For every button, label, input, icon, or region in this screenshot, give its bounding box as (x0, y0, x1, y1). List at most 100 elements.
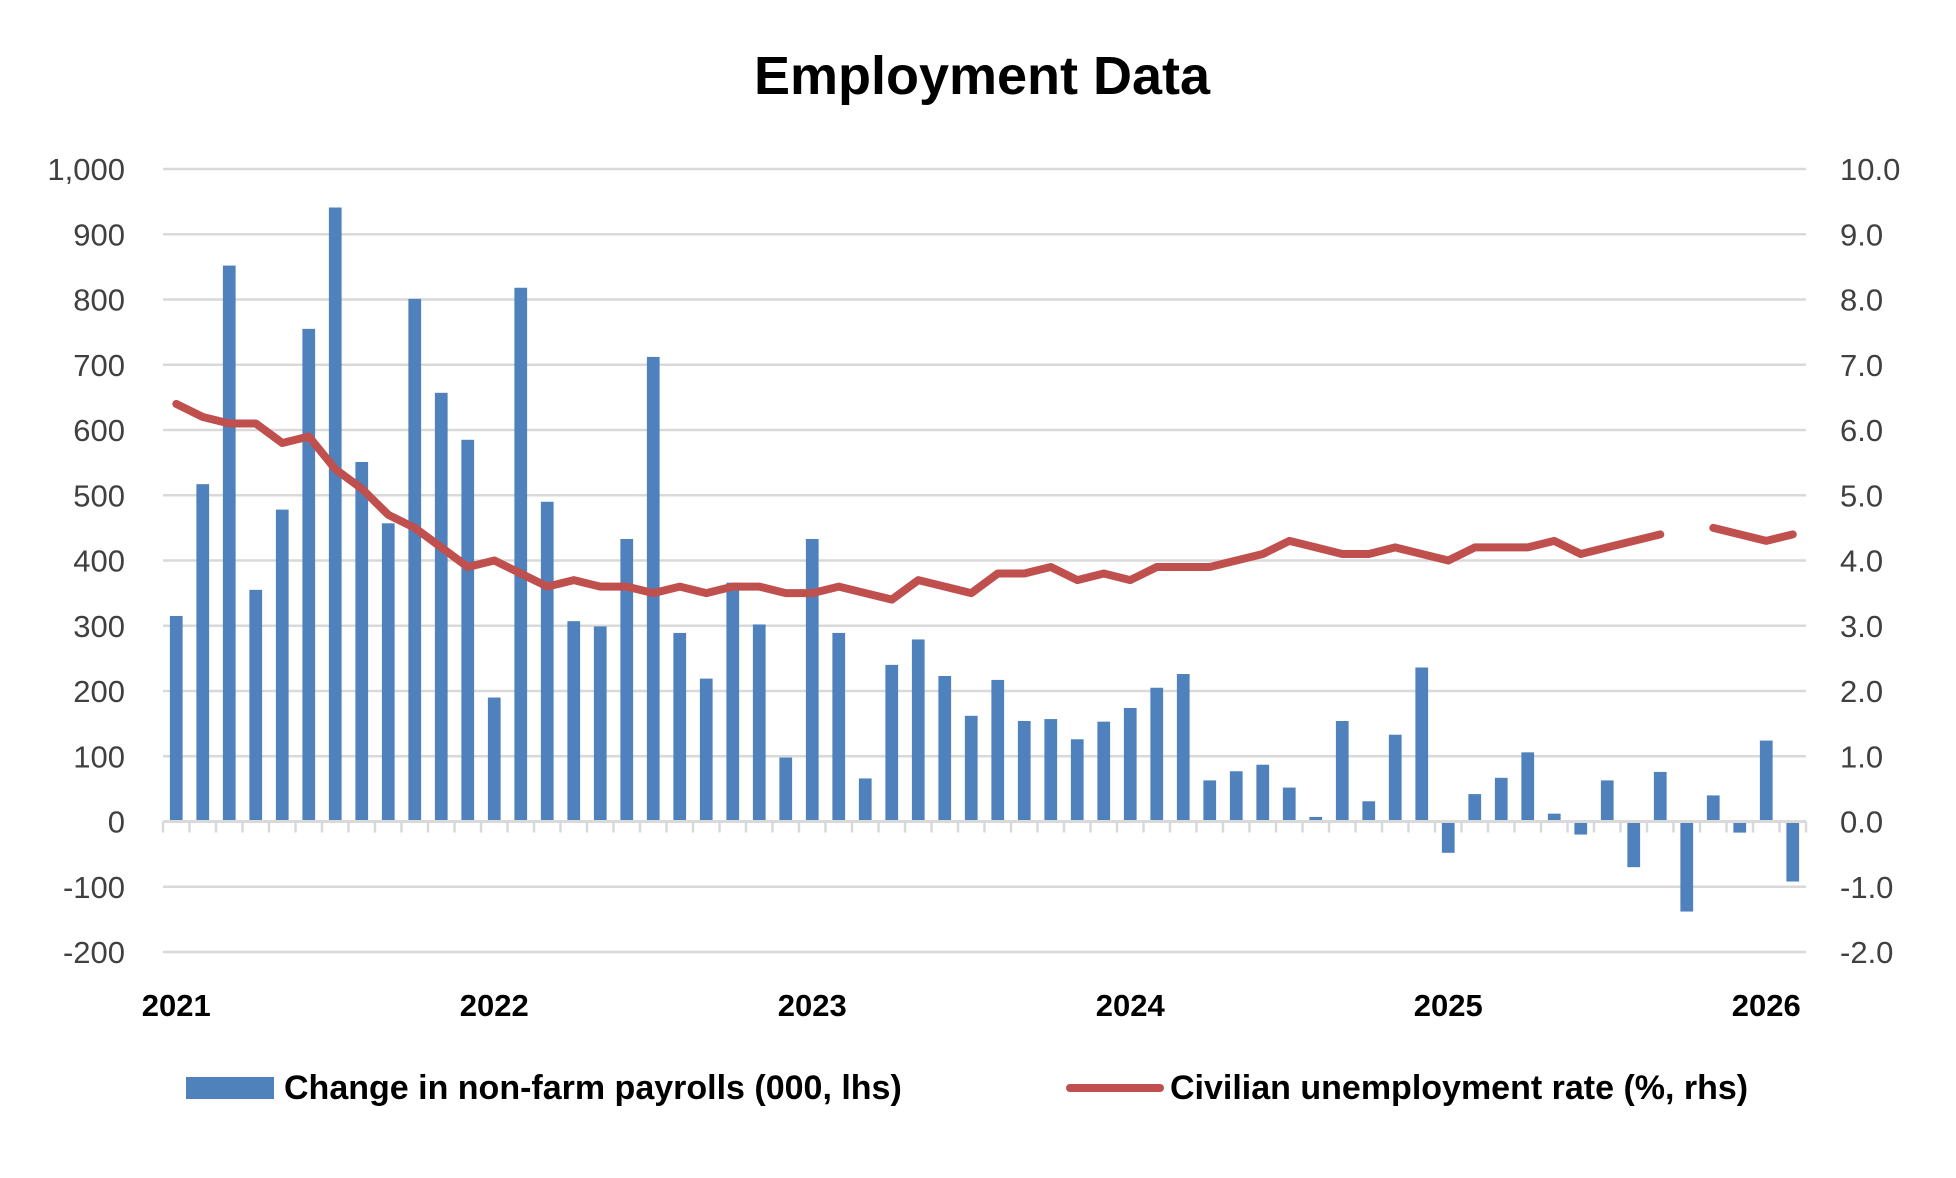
payroll-bar (1017, 721, 1031, 822)
payroll-bar (779, 757, 793, 822)
payroll-bar (1468, 794, 1482, 822)
payroll-bar (1123, 707, 1137, 822)
payroll-bar (1547, 813, 1561, 822)
left-tick-label: 800 (73, 283, 125, 318)
payroll-bar (1733, 821, 1747, 833)
x-axis (161, 820, 1808, 833)
payroll-bar (805, 538, 819, 822)
unemployment-line-segment (172, 399, 1665, 604)
payroll-bar (752, 624, 766, 822)
right-tick-label: 6.0 (1840, 413, 1883, 448)
payroll-bar (487, 697, 501, 822)
chart-title: Employment Data (754, 46, 1211, 106)
left-tick-label: 100 (73, 739, 125, 774)
right-tick-label: 2.0 (1840, 674, 1883, 709)
payroll-bar (1680, 821, 1694, 912)
payroll-bar (1256, 764, 1270, 822)
left-tick-label: 1,000 (47, 152, 125, 187)
payroll-bar (1070, 739, 1084, 822)
payroll-bar (540, 501, 554, 822)
payroll-bar (991, 679, 1005, 822)
payroll-bar (222, 265, 236, 822)
payroll-bar (1627, 821, 1641, 868)
payroll-bar (249, 589, 263, 822)
right-tick-label: 9.0 (1840, 217, 1883, 252)
x-year-label: 2026 (1732, 988, 1801, 1023)
right-tick-label: -2.0 (1840, 935, 1893, 970)
legend-label-payrolls: Change in non-farm payrolls (000, lhs) (284, 1069, 902, 1107)
right-axis-tick-labels: -2.0 -1.0 0.0 1.0 2.0 3.0 4.0 5.0 6.0 7.0 8.0 9.0 10… (1840, 152, 1900, 970)
payroll-bar (1441, 821, 1455, 853)
legend-label-unemployment: Civilian unemployment rate (%, rhs) (1170, 1069, 1748, 1107)
payroll-bar (858, 778, 872, 822)
x-axis-year-labels: 2021 2022 2023 2024 2025 2026 (142, 988, 1801, 1023)
payroll-bar (275, 509, 289, 822)
payroll-bar (461, 439, 475, 822)
payroll-bar (938, 675, 952, 822)
x-year-label: 2025 (1414, 988, 1483, 1023)
right-tick-label: 8.0 (1840, 283, 1883, 318)
left-tick-label: 300 (73, 609, 125, 644)
payroll-bar (1415, 667, 1429, 822)
payroll-bar (1600, 780, 1614, 822)
left-tick-label: 600 (73, 413, 125, 448)
payroll-bar (196, 484, 210, 822)
left-tick-label: 500 (73, 478, 125, 513)
payroll-bar (1309, 816, 1323, 822)
payroll-bar (1176, 674, 1190, 822)
payroll-bar (1521, 752, 1535, 822)
payroll-bar (514, 287, 528, 822)
payroll-bar (593, 626, 607, 822)
payroll-bar (355, 461, 369, 822)
payroll-bar (1362, 801, 1376, 822)
payroll-bar (832, 632, 846, 822)
legend-swatch-payrolls (186, 1077, 274, 1099)
payroll-bar (620, 538, 634, 822)
payroll-bars (169, 207, 1800, 912)
left-tick-label: 200 (73, 674, 125, 709)
right-tick-label: 7.0 (1840, 348, 1883, 383)
payroll-bar (1388, 734, 1402, 822)
unemployment-line-segment (1709, 523, 1797, 545)
payroll-bar (1786, 821, 1800, 882)
payroll-bar (673, 632, 687, 822)
x-year-label: 2024 (1096, 988, 1166, 1023)
x-year-label: 2023 (778, 988, 847, 1023)
payroll-bar (408, 298, 422, 822)
right-tick-label: -1.0 (1840, 870, 1893, 905)
payroll-bar (1282, 787, 1296, 822)
payroll-bar (885, 664, 899, 822)
left-tick-label: -100 (63, 870, 125, 905)
payroll-bar (911, 639, 925, 822)
left-axis-tick-labels: -200 -100 0 100 200 300 400 500 600 700 800 900 1,00… (47, 152, 125, 970)
left-tick-label: 0 (108, 805, 125, 840)
right-tick-label: 0.0 (1840, 805, 1883, 840)
right-tick-label: 10.0 (1840, 152, 1900, 187)
payroll-bar (381, 523, 395, 822)
payroll-bar (1097, 721, 1111, 822)
left-tick-label: 700 (73, 348, 125, 383)
x-year-label: 2021 (142, 988, 211, 1023)
payroll-bar (1044, 719, 1058, 822)
payroll-bar (434, 392, 448, 822)
unemployment-line (172, 399, 1797, 604)
payroll-bar (1229, 771, 1243, 822)
payroll-bar (302, 328, 316, 822)
payroll-bar (1150, 687, 1164, 822)
right-tick-label: 1.0 (1840, 739, 1883, 774)
payroll-bar (1574, 821, 1588, 835)
payroll-bar (964, 715, 978, 822)
payroll-bar (1653, 771, 1667, 822)
right-tick-label: 5.0 (1840, 478, 1883, 513)
payroll-bar (328, 207, 342, 822)
right-tick-label: 3.0 (1840, 609, 1883, 644)
payroll-bar (1759, 740, 1773, 822)
left-tick-label: -200 (63, 935, 125, 970)
payroll-bar (1494, 777, 1508, 822)
left-tick-label: 400 (73, 544, 125, 579)
x-year-label: 2022 (460, 988, 529, 1023)
payroll-bar (169, 615, 183, 822)
payroll-bar (1335, 721, 1349, 822)
payroll-bar (699, 678, 713, 822)
payroll-bar (726, 582, 740, 822)
